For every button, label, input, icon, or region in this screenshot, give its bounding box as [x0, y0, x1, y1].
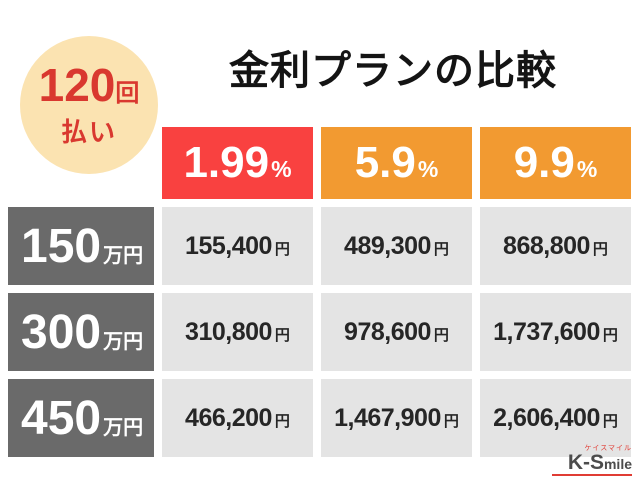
table-cell: 1,467,900 円: [321, 379, 472, 457]
cell-value: 310,800: [185, 317, 272, 346]
row-header-300: 300 万円: [8, 293, 154, 371]
plan-rate: 5.9: [354, 138, 416, 187]
table-cell: 155,400 円: [162, 207, 313, 285]
table-cell: 489,300 円: [321, 207, 472, 285]
man-en-unit: 万円: [103, 244, 144, 267]
yen-unit: 円: [602, 412, 618, 430]
yen-unit: 円: [602, 326, 618, 344]
table-cell: 310,800 円: [162, 293, 313, 371]
row-header-150: 150 万円: [8, 207, 154, 285]
man-en-unit: 万円: [103, 330, 144, 353]
plan-rate: 1.99: [183, 138, 270, 187]
plan-header-1-99: 1.99%: [162, 127, 313, 199]
plan-header-9-9: 9.9%: [480, 127, 631, 199]
badge-line1: 120回: [39, 62, 140, 108]
percent-sign: %: [576, 156, 598, 182]
payment-count-badge: 120回 払い: [20, 36, 158, 174]
ksmile-logo: ケイスマイル K-Smile: [552, 445, 632, 476]
yen-unit: 円: [274, 240, 290, 258]
cell-value: 466,200: [185, 403, 272, 432]
amount: 450: [21, 391, 102, 445]
table-cell: 978,600 円: [321, 293, 472, 371]
table-cell: 1,737,600 円: [480, 293, 631, 371]
amount: 300: [21, 305, 102, 359]
logo-underline: [552, 474, 632, 476]
badge-count-unit: 回: [115, 79, 140, 107]
table-cell: 466,200 円: [162, 379, 313, 457]
table-cell: 868,800 円: [480, 207, 631, 285]
page-title: 金利プランの比較: [229, 49, 557, 93]
plan-header-5-9: 5.9%: [321, 127, 472, 199]
table-corner: [8, 127, 154, 199]
badge-label: 払い: [60, 116, 117, 147]
yen-unit: 円: [274, 326, 290, 344]
yen-unit: 円: [433, 326, 449, 344]
yen-unit: 円: [433, 240, 449, 258]
cell-value: 868,800: [503, 231, 590, 260]
yen-unit: 円: [443, 412, 459, 430]
yen-unit: 円: [274, 412, 290, 430]
yen-unit: 円: [592, 240, 608, 258]
table-cell: 2,606,400 円: [480, 379, 631, 457]
cell-value: 1,737,600: [493, 317, 600, 346]
plan-rate: 9.9: [513, 138, 575, 187]
logo-katakana: ケイスマイル: [584, 445, 632, 452]
amount: 150: [21, 219, 102, 273]
cell-value: 978,600: [344, 317, 431, 346]
man-en-unit: 万円: [103, 416, 144, 439]
cell-value: 1,467,900: [334, 403, 441, 432]
cell-value: 155,400: [185, 231, 272, 260]
cell-value: 2,606,400: [493, 403, 600, 432]
comparison-table: 1.99% 5.9% 9.9% 150 万円 155,400 円 489,300 円 …: [8, 127, 631, 457]
row-header-450: 450 万円: [8, 379, 154, 457]
cell-value: 489,300: [344, 231, 431, 260]
percent-sign: %: [271, 156, 292, 182]
badge-number: 120: [38, 58, 116, 111]
percent-sign: %: [417, 156, 439, 182]
logo-text: K-Smile: [567, 451, 632, 474]
